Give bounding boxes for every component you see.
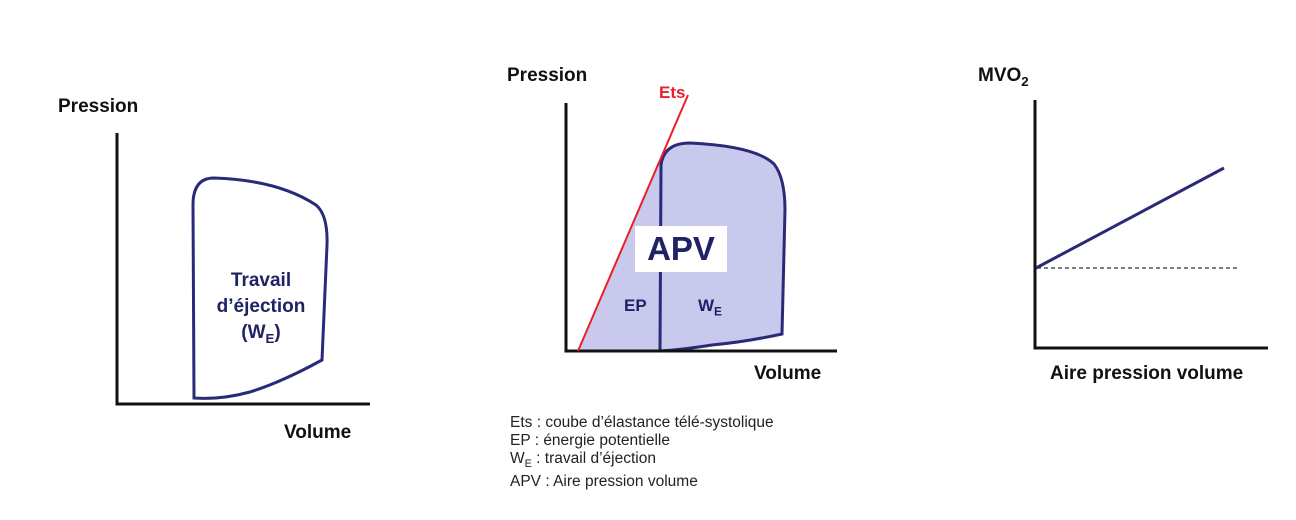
we-label: WE	[698, 296, 722, 318]
mvo-label-sub: 2	[1021, 73, 1029, 89]
apv-label: APV	[635, 226, 727, 272]
legend-we-rest: : travail d’éjection	[531, 450, 656, 467]
diagram3-x-axis-label: Aire pression volume	[1050, 363, 1244, 384]
diagram1-x-axis-label: Volume	[284, 422, 352, 443]
loop-label-line1: Travail	[230, 270, 292, 291]
loop-label-line3-prefix: (W	[241, 322, 266, 343]
legend-we-main: W	[510, 450, 525, 467]
diagram1-pv-loop	[191, 176, 329, 400]
diagram3-mvo2-line	[1035, 166, 1225, 270]
diagram1-axes	[115, 133, 370, 406]
diagram2-pv-loop	[658, 141, 787, 353]
loop-label-line3: (WE)	[196, 320, 326, 352]
legend: Ets : coube d’élastance télé-systolique …	[510, 414, 774, 491]
ep-label: EP	[624, 296, 647, 315]
diagram2-x-axis-label: Volume	[754, 363, 822, 384]
legend-line-apv: APV : Aire pression volume	[510, 473, 698, 491]
ets-label: Ets	[659, 83, 686, 102]
legend-line-ets: Ets : coube d’élastance télé-systolique	[510, 414, 774, 431]
ets-line	[577, 94, 689, 352]
legend-we-sub: E	[524, 458, 532, 471]
diagram2-y-axis-label: Pression	[507, 65, 588, 86]
legend-line-we: WE : travail d’éjection	[510, 450, 774, 473]
loop-label-line3-sub: E	[265, 330, 275, 346]
diagram1-loop-label: Travail d’éjection (WE)	[196, 268, 326, 352]
loop-label-line3-suffix: )	[274, 322, 281, 343]
diagram3-y-axis-label: MVO2	[978, 65, 1029, 89]
we-label-sub: E	[714, 304, 722, 319]
legend-line-ep: EP : énergie potentielle	[510, 432, 670, 449]
diagram1-y-axis-label: Pression	[58, 96, 139, 117]
we-label-main: W	[698, 296, 715, 315]
loop-label-line2: d’éjection	[216, 296, 306, 317]
diagram3-axes	[1033, 100, 1268, 350]
mvo-label-main: MVO	[978, 65, 1022, 86]
diagram2-axes	[564, 103, 837, 353]
